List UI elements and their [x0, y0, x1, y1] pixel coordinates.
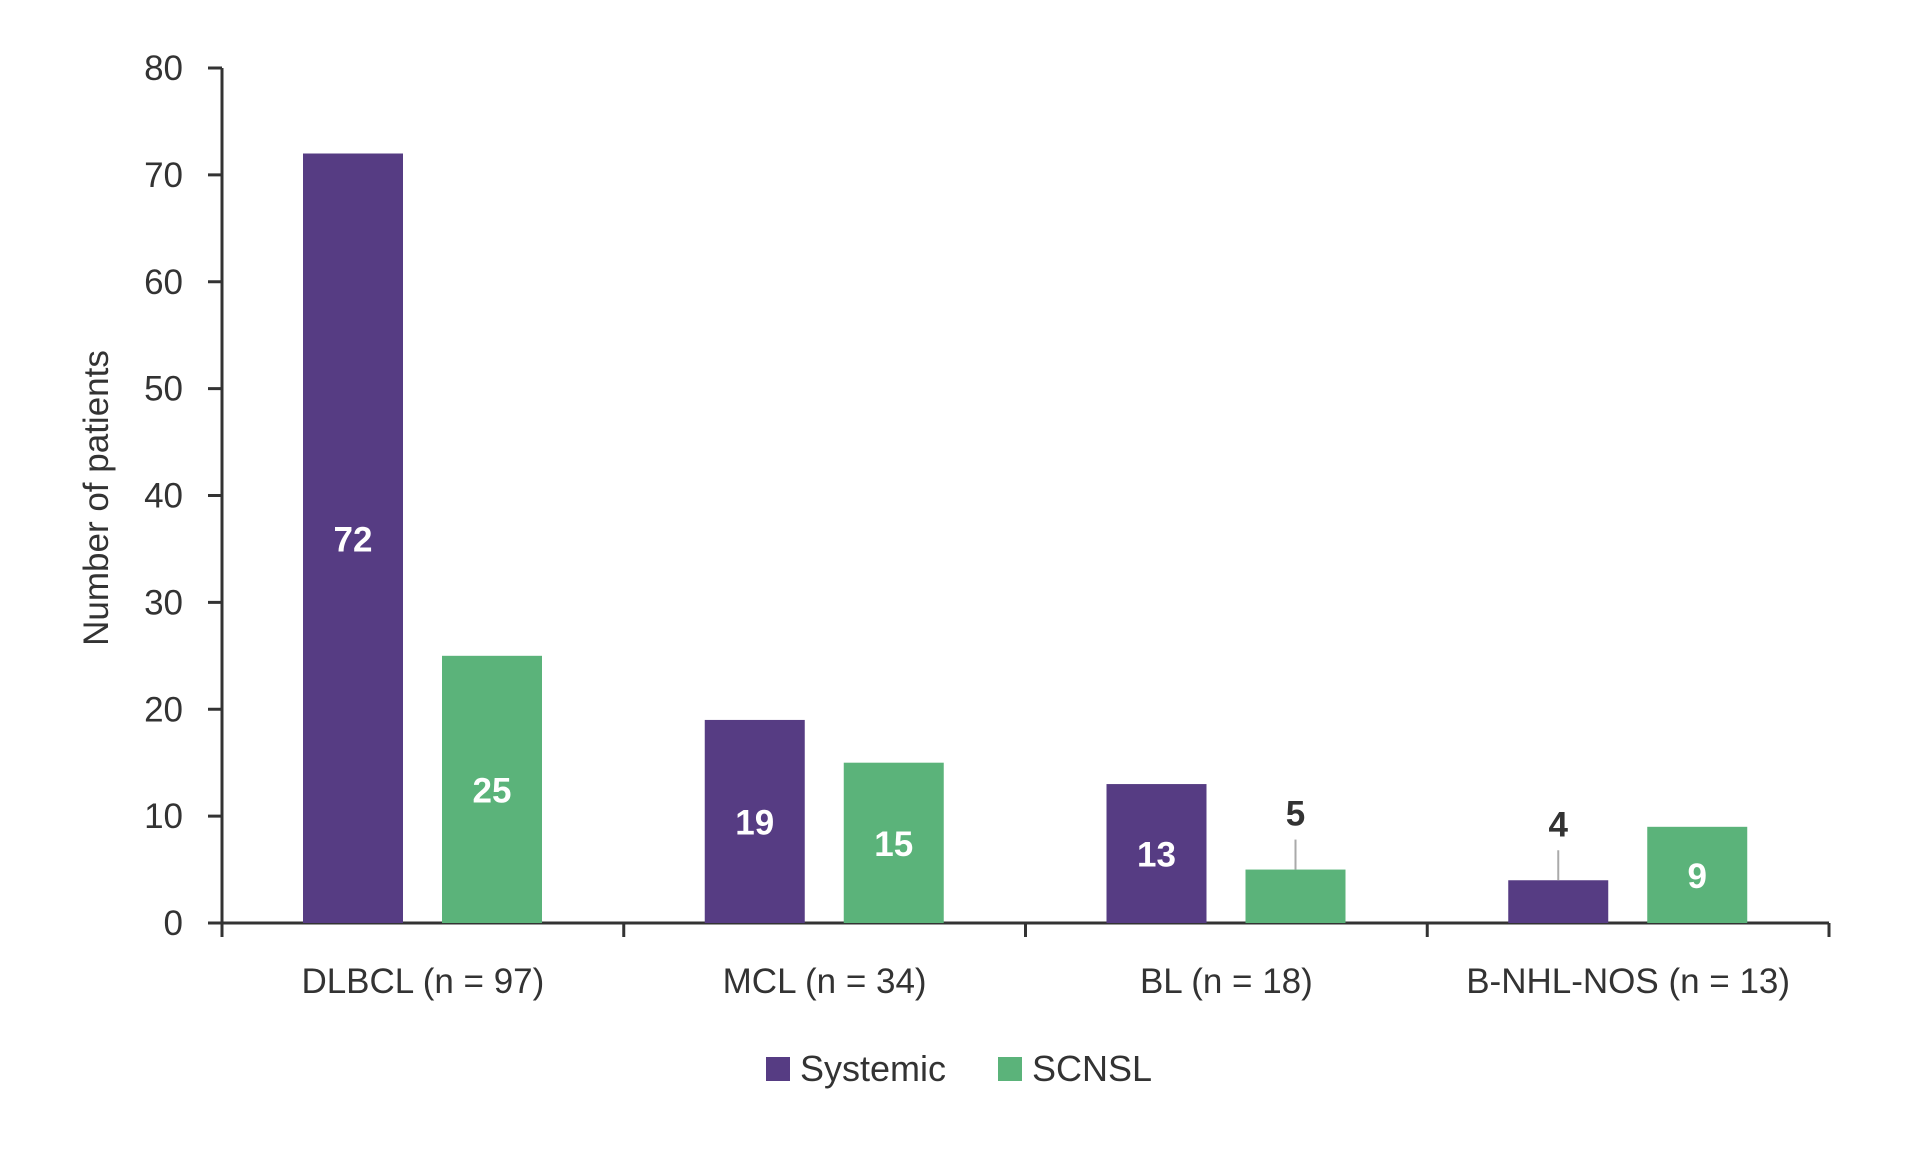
bar-systemic-3 [1508, 880, 1609, 923]
data-label: 5 [1286, 795, 1305, 834]
bar-scnsl-3 [1647, 826, 1748, 923]
y-tick-label: 40 [144, 477, 183, 516]
x-category-label: B-NHL-NOS (n = 13) [1466, 962, 1790, 1001]
y-axis: 0 10 20 30 40 50 60 70 80 [144, 49, 224, 943]
legend-swatch-scnsl [998, 1057, 1022, 1081]
data-label: 9 [1688, 857, 1707, 896]
bars [303, 153, 1748, 923]
y-tick-label: 10 [144, 797, 183, 836]
legend: Systemic SCNSL [766, 1048, 1152, 1089]
y-tick-label: 20 [144, 690, 183, 729]
bar-scnsl-0 [442, 655, 542, 923]
data-label: 72 [334, 520, 373, 559]
bar-scnsl-2 [1245, 869, 1346, 923]
bar-systemic-0 [303, 153, 403, 923]
legend-swatch-systemic [766, 1057, 790, 1081]
y-tick-label: 80 [144, 49, 183, 88]
y-tick-label: 70 [144, 156, 183, 195]
x-category-label: DLBCL (n = 97) [301, 962, 544, 1001]
data-label: 25 [473, 771, 512, 810]
x-category-label: MCL (n = 34) [723, 962, 927, 1001]
x-axis: DLBCL (n = 97) MCL (n = 34) BL (n = 18) B-N… [208, 921, 1831, 1001]
data-label: 13 [1137, 836, 1176, 875]
legend-label-scnsl: SCNSL [1032, 1048, 1152, 1089]
bar-systemic-1 [704, 719, 805, 923]
legend-label-systemic: Systemic [800, 1048, 946, 1089]
bar-scnsl-1 [843, 762, 944, 923]
x-category-label: BL (n = 18) [1140, 962, 1313, 1001]
data-label: 19 [735, 803, 774, 842]
y-tick-label: 30 [144, 583, 183, 622]
y-axis-title: Number of patients [77, 350, 116, 646]
bar-systemic-2 [1106, 784, 1207, 923]
y-tick-label: 0 [164, 904, 183, 943]
y-tick-label: 50 [144, 370, 183, 409]
data-labels: 72 19 13 4 25 15 5 9 [334, 520, 1707, 896]
data-label: 15 [874, 825, 913, 864]
data-label: 4 [1549, 805, 1569, 844]
y-tick-label: 60 [144, 263, 183, 302]
